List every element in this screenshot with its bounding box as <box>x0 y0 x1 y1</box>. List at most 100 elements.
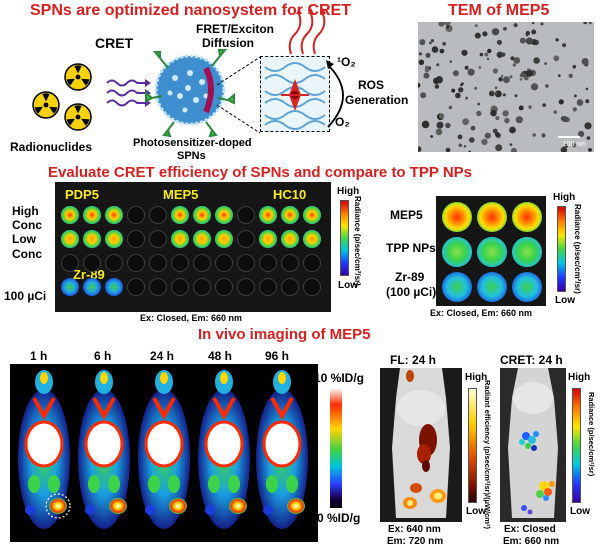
colorbar-right <box>557 206 566 292</box>
right-plate-caption: Ex: Closed, Em: 660 nm <box>430 308 533 318</box>
fl-colorbar-low: Low <box>466 506 486 517</box>
timepoint-6h: 6 h <box>94 349 112 363</box>
well-lit <box>303 206 321 224</box>
singlet-oxygen-label: ¹O₂ <box>337 55 356 69</box>
well-lit <box>281 230 299 248</box>
well-empty <box>127 254 145 272</box>
well-empty <box>281 254 299 272</box>
emission-arrows <box>288 8 326 55</box>
well-lit <box>61 230 79 248</box>
well-empty <box>237 206 255 224</box>
right-row-label-zr89: Zr-89 <box>395 270 425 284</box>
radiance-unit-right: Radiance (p/sec/cm²/sr) <box>573 204 582 294</box>
well-lit <box>303 230 321 248</box>
oxygen-label: O₂ <box>335 115 350 129</box>
well-lit <box>83 206 101 224</box>
well-empty <box>237 278 255 296</box>
pet-colorbar <box>330 388 342 508</box>
fret-label-2: Diffusion <box>202 36 254 50</box>
well-lit <box>61 206 79 224</box>
well-compare <box>477 237 507 267</box>
well-zr89 <box>61 278 79 296</box>
spn-label-2: SPNs <box>177 150 206 162</box>
scale-bar <box>558 136 580 138</box>
cret-label: CRET <box>95 35 134 51</box>
zoomed-polymer-box <box>260 56 330 132</box>
colorbar-high-label-right: High <box>553 192 576 203</box>
well-empty <box>281 278 299 296</box>
colorbar-low-label-left: Low <box>338 280 358 291</box>
pet-mouse <box>138 370 190 529</box>
well-compare <box>442 272 472 302</box>
tem-image: 100 nm <box>418 22 594 152</box>
well-lit <box>171 230 189 248</box>
fl-colorbar-high: High <box>465 372 488 383</box>
pet-colorbar-high: 10 %ID/g <box>314 371 365 385</box>
well-lit <box>259 206 277 224</box>
well-lit <box>105 206 123 224</box>
well-empty <box>303 254 321 272</box>
fl-title: FL: 24 h <box>390 353 437 367</box>
well-zr89 <box>105 278 123 296</box>
well-lit <box>193 206 211 224</box>
well-empty <box>127 206 145 224</box>
well-empty <box>215 278 233 296</box>
colorbar-low-label-right: Low <box>555 295 575 306</box>
well-compare <box>512 272 542 302</box>
radiation-hazard-icon <box>64 63 92 91</box>
well-empty <box>149 278 167 296</box>
radionuclides-label: Radionuclides <box>10 140 93 154</box>
well-empty <box>303 278 321 296</box>
fl-unit-label: Radiant efficiency (p/sec/cm²/sr)/(µW/cm… <box>483 380 492 529</box>
cret-colorbar-low: Low <box>570 506 590 517</box>
section-title-nanosystem: SPNs are optimized nanosystem for CRET <box>30 2 351 19</box>
cret-ex: Ex: Closed <box>504 524 556 535</box>
well-empty <box>127 278 145 296</box>
well-compare <box>442 237 472 267</box>
well-empty <box>83 254 101 272</box>
cret-title: CRET: 24 h <box>500 353 563 367</box>
well-empty <box>259 254 277 272</box>
well-lit <box>83 230 101 248</box>
group-label-hc10: HC10 <box>273 187 307 202</box>
timepoint-1h: 1 h <box>30 349 48 363</box>
right-row-label-tpp: TPP NPs <box>386 241 436 255</box>
colorbar-high-label-left: High <box>337 186 360 197</box>
well-empty <box>171 278 189 296</box>
well-lit <box>215 230 233 248</box>
well-lit <box>171 206 189 224</box>
cret-imaging-panel <box>500 368 566 522</box>
zoom-lines <box>216 56 261 134</box>
well-compare <box>477 202 507 232</box>
scale-bar-label: 100 nm <box>562 141 586 148</box>
colorbar-left <box>340 200 349 276</box>
well-compare <box>512 202 542 232</box>
timepoint-48h: 48 h <box>208 349 233 363</box>
fl-imaging-panel <box>380 368 462 522</box>
radiation-hazard-icon <box>32 91 60 119</box>
pet-mouse <box>78 370 130 529</box>
row-label-100uci: 100 µCi <box>4 289 47 303</box>
well-empty <box>259 278 277 296</box>
pet-imaging-panel <box>10 364 318 542</box>
well-plate-right <box>436 196 546 306</box>
pet-mouse <box>18 370 70 529</box>
section-title-cret-efficiency: Evaluate CRET efficiency of SPNs and com… <box>48 164 473 181</box>
radiance-unit-left: Radiance (p/sec/cm²/sr) <box>353 196 362 286</box>
group-label-mep5: MEP5 <box>163 187 199 202</box>
ros-arc <box>326 60 344 128</box>
cret-em: Em: 660 nm <box>503 536 560 547</box>
cret-colorbar <box>572 388 581 503</box>
cret-colorbar-high: High <box>568 372 591 383</box>
pet-colorbar-low: 0 %ID/g <box>317 511 361 525</box>
cret-unit-label: Radiance (p/sec/cm²/sr) <box>587 392 596 477</box>
spn-label-1: Photosensitizer-doped <box>133 137 252 149</box>
row-label-low: Low <box>12 232 36 246</box>
well-compare <box>512 237 542 267</box>
section-title-in-vivo: In vivo imaging of MEP5 <box>198 326 371 343</box>
timepoint-24h: 24 h <box>150 349 175 363</box>
well-zr89 <box>83 278 101 296</box>
right-row-label-mep5: MEP5 <box>390 208 423 222</box>
radiation-hazard-icon <box>64 103 92 131</box>
well-lit <box>105 230 123 248</box>
